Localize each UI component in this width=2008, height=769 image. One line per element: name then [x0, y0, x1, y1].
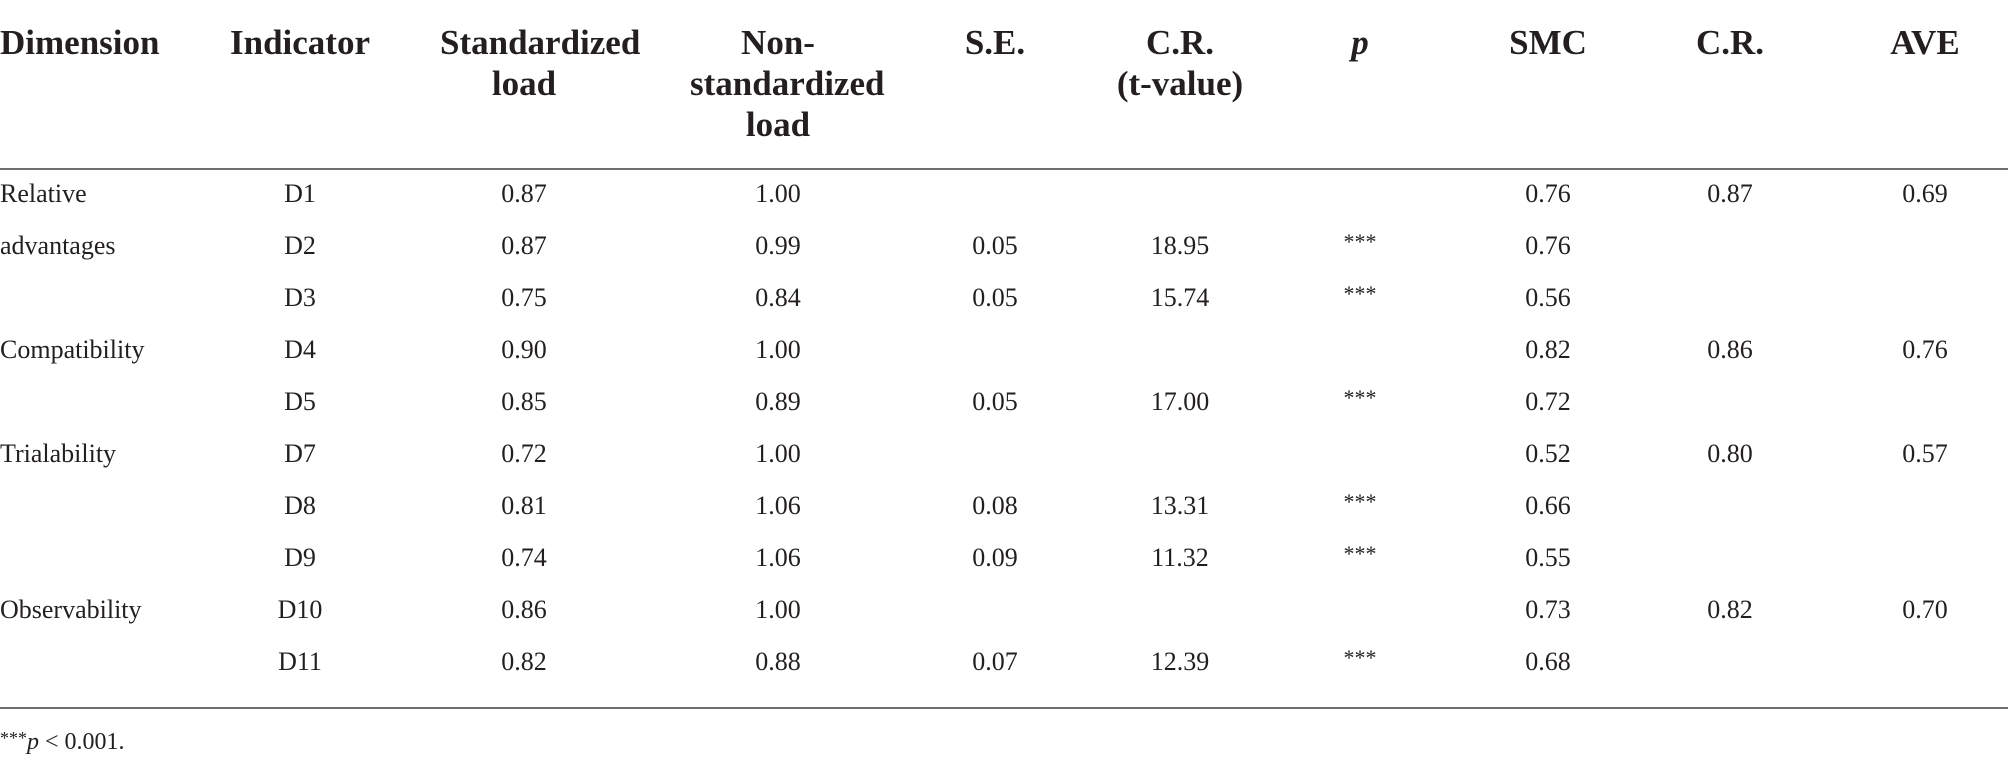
footnote-text: < 0.001. [39, 729, 125, 755]
cell-smc: 0.56 [1525, 283, 1571, 312]
table-row: Relative D1 0.87 1.00 0.76 0.87 0.69 [0, 168, 2008, 220]
header-cr-tvalue: C.R. (t-value) [1116, 23, 1244, 103]
cell-nonstandardized-load: 1.00 [755, 595, 801, 624]
cell-indicator: D4 [284, 335, 316, 364]
cell-standardized-load: 0.86 [501, 595, 547, 624]
cell-nonstandardized-load: 1.06 [755, 491, 801, 520]
cell-indicator: D1 [284, 179, 316, 208]
cell-cr-tvalue: 17.00 [1150, 387, 1210, 416]
cell-smc: 0.73 [1525, 595, 1571, 624]
cell-cr-tvalue: 18.95 [1150, 231, 1210, 260]
table-row: D8 0.81 1.06 0.08 13.31 *** 0.66 [0, 480, 2008, 532]
header-se: S.E. [964, 23, 1026, 62]
cell-p: *** [1343, 541, 1377, 566]
header-indicator: Indicator [230, 23, 370, 62]
cell-nonstandardized-load: 0.89 [755, 387, 801, 416]
cell-se: 0.05 [972, 283, 1018, 312]
header-standardized-load: Standardized load [440, 23, 641, 103]
cell-standardized-load: 0.72 [501, 439, 547, 468]
cell-ave: 0.70 [1902, 595, 1948, 624]
cell-indicator: D8 [284, 491, 316, 520]
cell-standardized-load: 0.75 [501, 283, 547, 312]
cell-nonstandardized-load: 0.99 [755, 231, 801, 260]
header-dimension: Dimension [0, 23, 160, 62]
cell-ave: 0.69 [1902, 179, 1948, 208]
cell-cr: 0.80 [1707, 439, 1753, 468]
bottom-rule [0, 707, 2008, 709]
cell-indicator: D2 [284, 231, 316, 260]
header-p: p [1351, 23, 1369, 62]
header-nonstandardized-load: Non- standardized load [690, 23, 885, 144]
cell-cr: 0.86 [1707, 335, 1753, 364]
cell-se: 0.08 [972, 491, 1018, 520]
cell-standardized-load: 0.74 [501, 543, 547, 572]
cell-nonstandardized-load: 1.06 [755, 543, 801, 572]
cell-nonstandardized-load: 1.00 [755, 439, 801, 468]
cell-p: *** [1343, 229, 1377, 254]
table-row: D11 0.82 0.88 0.07 12.39 *** 0.68 [0, 636, 2008, 688]
header-ave: AVE [1890, 23, 1960, 62]
cell-indicator: D3 [284, 283, 316, 312]
footnote-p: p [27, 729, 39, 755]
table-row: D5 0.85 0.89 0.05 17.00 *** 0.72 [0, 376, 2008, 428]
cell-p: *** [1343, 281, 1377, 306]
header-cr: C.R. [1695, 23, 1765, 62]
cell-cr-tvalue: 15.74 [1150, 283, 1210, 312]
cell-standardized-load: 0.82 [501, 647, 547, 676]
cell-nonstandardized-load: 0.88 [755, 647, 801, 676]
cell-standardized-load: 0.81 [501, 491, 547, 520]
header-smc: SMC [1509, 23, 1587, 62]
cell-indicator: D7 [284, 439, 316, 468]
cell-indicator: D11 [278, 647, 322, 676]
cell-nonstandardized-load: 1.00 [755, 179, 801, 208]
cell-indicator: D9 [284, 543, 316, 572]
cell-se: 0.05 [972, 387, 1018, 416]
table-row: Trialability D7 0.72 1.00 0.52 0.80 0.57 [0, 428, 2008, 480]
table-footnote: ***p < 0.001. [0, 722, 125, 758]
cell-smc: 0.52 [1525, 439, 1571, 468]
cell-p: *** [1343, 385, 1377, 410]
cell-standardized-load: 0.87 [501, 179, 547, 208]
cell-dimension: Trialability [0, 439, 117, 468]
cell-cr-tvalue: 13.31 [1150, 491, 1210, 520]
cell-p: *** [1343, 645, 1377, 670]
cell-smc: 0.66 [1525, 491, 1571, 520]
cell-se: 0.05 [972, 231, 1018, 260]
header-rule [0, 168, 2008, 170]
footnote-stars: *** [0, 728, 27, 748]
cell-dimension: Observability [0, 595, 142, 624]
cell-smc: 0.82 [1525, 335, 1571, 364]
cell-indicator: D5 [284, 387, 316, 416]
cell-cr: 0.82 [1707, 595, 1753, 624]
cell-dimension: Compatibility [0, 335, 145, 364]
cell-standardized-load: 0.87 [501, 231, 547, 260]
cell-indicator: D10 [277, 595, 323, 624]
cell-cr: 0.87 [1707, 179, 1753, 208]
cell-dimension: advantages [0, 231, 116, 260]
cell-nonstandardized-load: 0.84 [755, 283, 801, 312]
cell-ave: 0.76 [1902, 335, 1948, 364]
cell-nonstandardized-load: 1.00 [755, 335, 801, 364]
table-row: advantages D2 0.87 0.99 0.05 18.95 *** 0… [0, 220, 2008, 272]
cell-smc: 0.55 [1525, 543, 1571, 572]
cell-smc: 0.72 [1525, 387, 1571, 416]
table-row: D9 0.74 1.06 0.09 11.32 *** 0.55 [0, 532, 2008, 584]
cell-se: 0.09 [972, 543, 1018, 572]
cell-dimension: Relative [0, 179, 87, 208]
cell-standardized-load: 0.85 [501, 387, 547, 416]
cell-cr-tvalue: 12.39 [1150, 647, 1210, 676]
cell-p: *** [1343, 489, 1377, 514]
cell-cr-tvalue: 11.32 [1151, 543, 1209, 572]
cell-se: 0.07 [972, 647, 1018, 676]
table-row: Compatibility D4 0.90 1.00 0.82 0.86 0.7… [0, 324, 2008, 376]
cell-smc: 0.68 [1525, 647, 1571, 676]
cell-standardized-load: 0.90 [501, 335, 547, 364]
cell-smc: 0.76 [1525, 179, 1571, 208]
cell-smc: 0.76 [1525, 231, 1571, 260]
table-row: Observability D10 0.86 1.00 0.73 0.82 0.… [0, 584, 2008, 636]
cell-ave: 0.57 [1902, 439, 1948, 468]
table-row: D3 0.75 0.84 0.05 15.74 *** 0.56 [0, 272, 2008, 324]
